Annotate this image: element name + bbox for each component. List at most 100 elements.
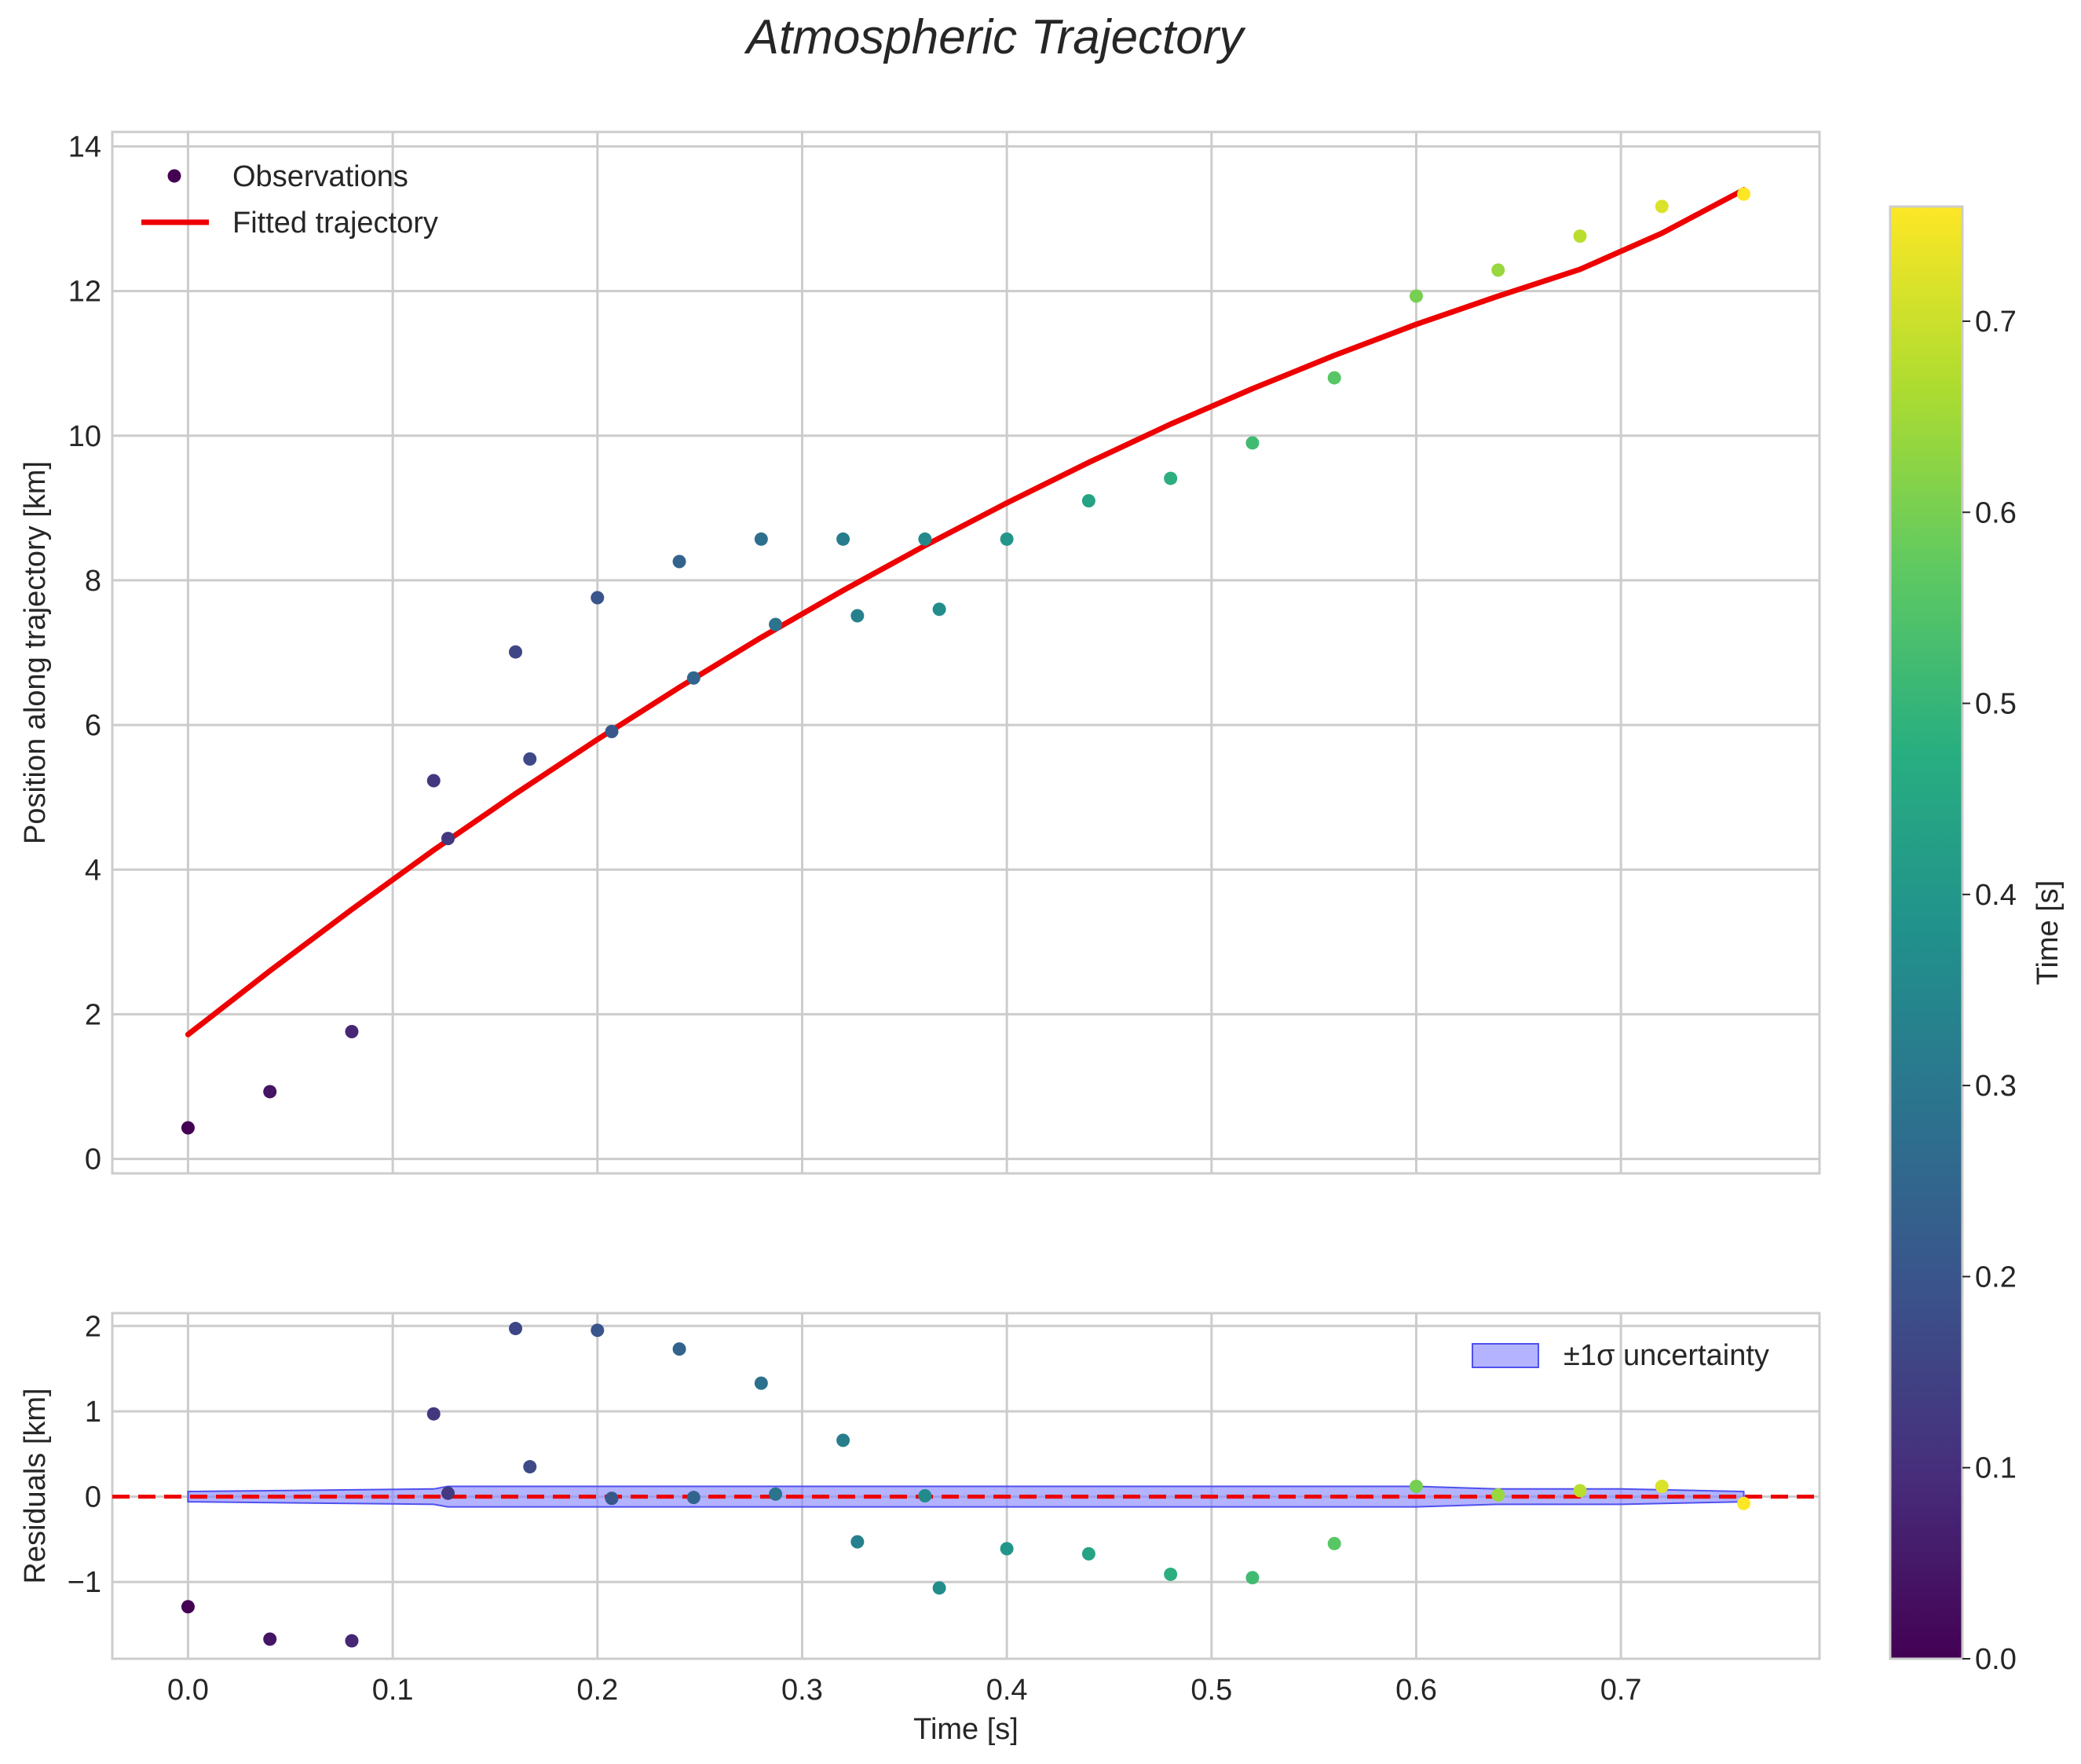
axes-frame (111, 1312, 1821, 1660)
colorbar-gradient (1889, 205, 1964, 1660)
observation-point (1327, 371, 1341, 385)
residual-point (850, 1535, 865, 1549)
legend-swatch-uncertainty (1472, 1343, 1539, 1368)
observation-point (1000, 532, 1014, 546)
y-tick-label: 8 (85, 565, 101, 598)
observation-point (591, 591, 605, 605)
observation-point (1409, 289, 1423, 303)
figure-title: Atmospheric Trajectory (744, 10, 1247, 64)
observation-point (754, 532, 768, 546)
y-tick-label: 4 (85, 854, 101, 887)
residual-point (1655, 1480, 1669, 1494)
residual-point (181, 1600, 195, 1614)
colorbar-tick-label: 0.6 (1975, 496, 2017, 529)
observation-point (769, 617, 783, 631)
colorbar-label: Time [s] (2032, 880, 2065, 986)
observation-point (672, 554, 686, 569)
axes-frame (111, 130, 1821, 1175)
x-tick-label: 0.3 (781, 1674, 823, 1707)
residual-point (509, 1322, 523, 1336)
legend: ±1σ uncertainty (1472, 1339, 1769, 1372)
residual-point (932, 1581, 946, 1595)
x-tick-label: 0.4 (986, 1674, 1028, 1707)
x-tick-label: 0.7 (1600, 1674, 1642, 1707)
observation-point (686, 671, 700, 685)
observation-point (605, 724, 619, 738)
y-axis-label: Position along trajectory [km] (19, 461, 52, 844)
observation-point (1573, 229, 1587, 243)
x-tick-label: 0.5 (1190, 1674, 1232, 1707)
y-tick-label: 1 (85, 1396, 101, 1429)
observation-point (1081, 494, 1095, 508)
residual-point (345, 1634, 359, 1648)
x-tick-label: 0.1 (372, 1674, 414, 1707)
residual-point (1737, 1496, 1751, 1510)
legend-label-fitted: Fitted trajectory (232, 207, 438, 240)
legend-label-observations: Observations (232, 160, 408, 193)
observation-point (918, 532, 932, 546)
y-tick-label: 12 (68, 276, 101, 309)
colorbar-tick-label: 0.3 (1975, 1070, 2017, 1103)
residual-point (1327, 1536, 1341, 1550)
y-tick-label: 2 (85, 1310, 101, 1343)
y-tick-label: 2 (85, 998, 101, 1031)
residual-point (1491, 1488, 1505, 1502)
colorbar-tick-label: 0.2 (1975, 1261, 2017, 1294)
residual-point (426, 1407, 441, 1421)
observation-point (441, 832, 455, 846)
y-tick-label: 0 (85, 1144, 101, 1177)
residual-point (836, 1433, 850, 1447)
residual-point (523, 1460, 537, 1474)
residual-point (1245, 1571, 1260, 1585)
residual-point (441, 1486, 455, 1500)
residual-point (1409, 1480, 1423, 1494)
observation-point (836, 532, 850, 546)
residual-point (1164, 1567, 1178, 1581)
colorbar-tick-label: 0.4 (1975, 879, 2017, 912)
y-tick-label: 0 (85, 1481, 101, 1514)
observation-point (1737, 187, 1751, 201)
legend-marker-observations (167, 169, 181, 183)
residual-point (1000, 1542, 1014, 1556)
residual-point (1081, 1546, 1095, 1561)
x-tick-label: 0.2 (576, 1674, 618, 1707)
residual-point (672, 1342, 686, 1356)
y-axis-label: Residuals [km] (19, 1388, 52, 1583)
y-tick-label: 10 (68, 420, 101, 453)
y-tick-label: 6 (85, 709, 101, 742)
residuals-panel: −1 0 1 2 0.0 0.1 0.2 0.3 0.4 0.5 0.6 0.7 Residuals [… (19, 1310, 1821, 1746)
residual-point (1573, 1484, 1587, 1498)
residual-point (918, 1488, 932, 1502)
residual-point (686, 1491, 700, 1505)
observation-point (263, 1085, 277, 1099)
legend-label-uncertainty: ±1σ uncertainty (1563, 1339, 1769, 1372)
colorbar-tick-label: 0.7 (1975, 306, 2017, 339)
observation-point (345, 1025, 359, 1039)
uncertainty-band (187, 1485, 1745, 1508)
observation-point (850, 609, 865, 623)
observation-point (1491, 263, 1505, 277)
observation-point (523, 752, 537, 766)
residual-point (591, 1323, 605, 1338)
residual-point (605, 1491, 619, 1506)
residual-point (769, 1487, 783, 1501)
y-tick-label: 14 (68, 130, 101, 163)
observation-point (426, 774, 441, 788)
observation-point (932, 602, 946, 617)
x-axis-label: Time [s] (913, 1713, 1019, 1746)
y-tick-label: −1 (68, 1566, 101, 1599)
residual-point (263, 1632, 277, 1646)
colorbar-panel: 0.0 0.1 0.2 0.3 0.4 0.5 0.6 0.7 Time [s] (1889, 205, 2065, 1676)
x-tick-label: 0.0 (167, 1674, 209, 1707)
plot-area (112, 132, 1820, 1173)
x-tick-label: 0.6 (1395, 1674, 1437, 1707)
observation-point (181, 1121, 195, 1135)
observation-point (1164, 471, 1178, 485)
residual-point (754, 1376, 768, 1390)
colorbar-tick-label: 0.0 (1975, 1643, 2017, 1676)
observation-point (509, 645, 523, 659)
observation-point (1245, 436, 1260, 450)
observation-point (1655, 199, 1669, 214)
colorbar-tick-label: 0.5 (1975, 688, 2017, 721)
